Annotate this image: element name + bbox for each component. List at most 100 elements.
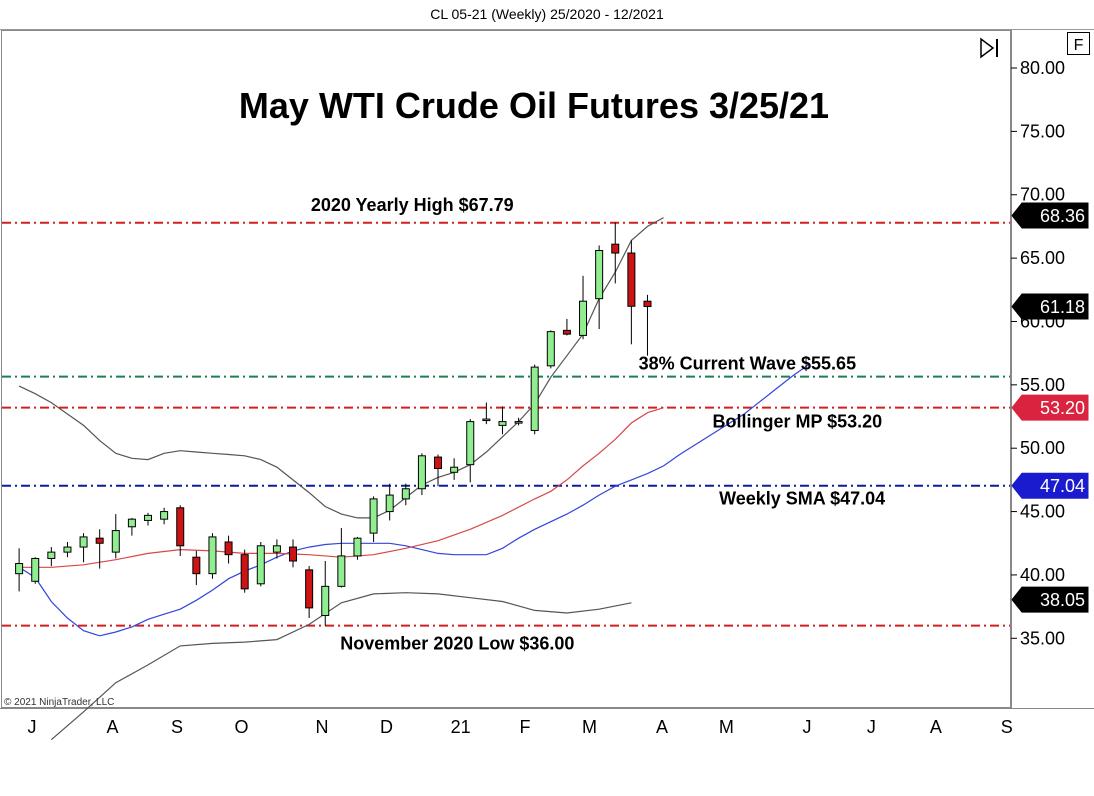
x-axis-ticks: J A S O N D 21 F M A M J J A S <box>28 717 1013 737</box>
candle-body <box>579 300 588 336</box>
candle-body <box>47 551 56 559</box>
y-tick-label: 80.00 <box>1020 58 1065 78</box>
candle <box>47 547 56 567</box>
x-tick-label: N <box>316 717 329 737</box>
reference-lines <box>2 221 1010 627</box>
candle <box>450 458 459 480</box>
candle-body <box>337 555 346 587</box>
candle <box>160 507 169 525</box>
candle <box>337 528 346 588</box>
candle-body <box>546 331 555 367</box>
x-tick-label: J <box>802 717 811 737</box>
price-badge: 38.05 <box>1011 586 1089 613</box>
bollinger-upper-line <box>18 217 664 519</box>
price-badge-shape <box>1011 472 1089 499</box>
candle-body <box>208 536 217 575</box>
candle <box>385 483 394 521</box>
candle <box>466 419 475 483</box>
candle <box>192 550 201 586</box>
candle-body <box>595 250 604 300</box>
candle-body <box>482 418 491 422</box>
candle <box>111 514 120 559</box>
candle-body <box>643 300 652 308</box>
f-button-label: F <box>1074 37 1084 54</box>
candle <box>595 245 604 330</box>
x-tick-label: O <box>234 717 248 737</box>
candle-body <box>385 494 394 513</box>
plot-area <box>1 30 1011 708</box>
candle <box>562 318 571 336</box>
candle-body <box>224 541 233 556</box>
price-badge: 61.18 <box>1011 293 1089 320</box>
y-tick-label: 40.00 <box>1020 565 1065 585</box>
reference-line-label: Weekly SMA $47.04 <box>719 489 885 509</box>
candle-body <box>417 455 426 490</box>
candle-body <box>176 507 185 547</box>
price-badge-label: 61.18 <box>1040 297 1085 317</box>
reference-line-label: 38% Current Wave $55.65 <box>639 354 856 374</box>
candle-body <box>31 557 40 582</box>
candle <box>369 496 378 542</box>
candle-body <box>530 366 539 431</box>
candle-body <box>256 545 265 585</box>
price-badge-shape <box>1011 394 1089 421</box>
candle <box>208 533 217 579</box>
candle <box>401 483 410 506</box>
reference-line-label: Bollinger MP $53.20 <box>712 412 882 432</box>
candle <box>530 364 539 435</box>
candle-body <box>562 329 571 335</box>
candle-body <box>498 421 507 426</box>
x-tick-label: M <box>582 717 597 737</box>
candle <box>15 548 24 592</box>
candle-body <box>95 537 104 544</box>
candle <box>224 535 233 564</box>
candle <box>272 539 281 559</box>
x-tick-label: J <box>28 717 37 737</box>
candle <box>79 533 88 563</box>
candle <box>305 566 314 619</box>
x-tick-label: M <box>719 717 734 737</box>
price-badge: 68.36 <box>1011 202 1089 229</box>
bollinger-mid-line <box>19 407 664 568</box>
candle <box>627 240 636 345</box>
candle <box>353 536 362 560</box>
y-tick-label: 35.00 <box>1020 628 1065 648</box>
price-badge: 47.04 <box>1011 472 1089 499</box>
price-badge-label: 53.20 <box>1040 398 1085 418</box>
candle <box>63 541 72 558</box>
chart-header: CL 05-21 (Weekly) 25/2020 - 12/2021 <box>430 6 664 22</box>
candle-body <box>160 511 169 520</box>
candle <box>176 505 185 556</box>
price-badge-label: 68.36 <box>1040 206 1085 226</box>
y-tick-label: 50.00 <box>1020 438 1065 458</box>
play-end-icon[interactable] <box>980 37 998 59</box>
candle-body <box>611 243 620 254</box>
candle-body <box>353 537 362 557</box>
candle-body <box>289 546 298 562</box>
candle-body <box>15 563 24 575</box>
candle <box>321 560 330 626</box>
candle <box>417 453 426 496</box>
x-tick-label: A <box>107 717 119 737</box>
candle-body <box>466 421 475 466</box>
x-tick-label: F <box>520 717 531 737</box>
x-tick-label: A <box>656 717 668 737</box>
price-badge-shape <box>1011 202 1089 229</box>
f-button[interactable]: F <box>1067 32 1090 55</box>
chart-title: May WTI Crude Oil Futures 3/25/21 <box>239 85 829 126</box>
candle <box>579 275 588 340</box>
candle-body <box>450 466 459 473</box>
reference-line-label: November 2020 Low $36.00 <box>340 634 574 654</box>
indicator-lines <box>18 217 809 741</box>
candle-body <box>321 585 330 616</box>
candle <box>611 222 620 284</box>
reference-line-label: 2020 Yearly High $67.79 <box>311 195 514 215</box>
sma-line <box>18 364 809 637</box>
candle <box>240 549 249 593</box>
x-tick-label: J <box>867 717 876 737</box>
candle-body <box>627 252 636 307</box>
candle <box>256 541 265 587</box>
x-tick-label: 21 <box>451 717 471 737</box>
